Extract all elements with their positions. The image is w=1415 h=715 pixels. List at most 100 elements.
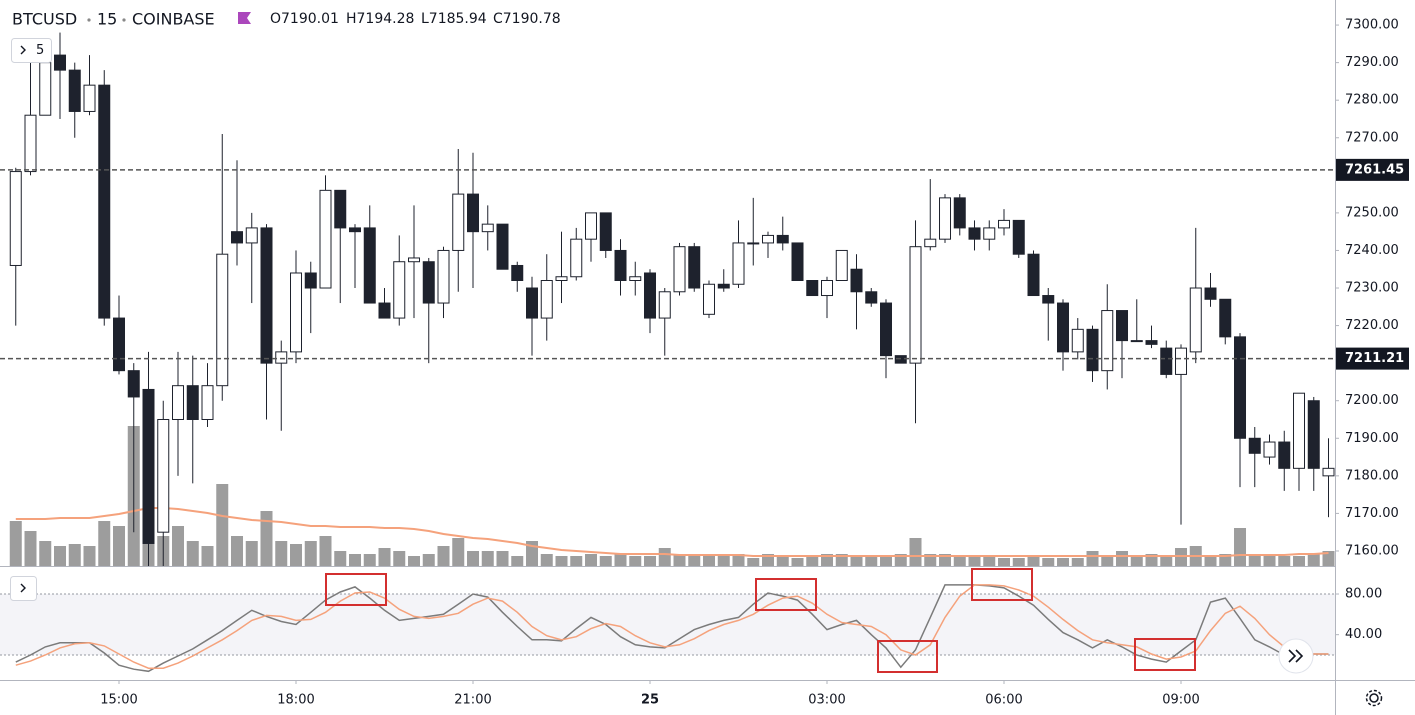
volume-bar bbox=[644, 556, 657, 566]
volume-bar bbox=[172, 526, 185, 566]
candle-body bbox=[673, 246, 686, 293]
stoch-line bbox=[15, 584, 1329, 673]
candle-body bbox=[39, 62, 52, 116]
highlight-box bbox=[755, 578, 817, 611]
candle-body bbox=[939, 197, 952, 240]
candle-body bbox=[201, 385, 214, 420]
candle-body bbox=[83, 84, 96, 112]
candle-body bbox=[1160, 347, 1173, 375]
y-tick-label: 7160.00 bbox=[1345, 543, 1399, 558]
candle-body bbox=[334, 189, 347, 229]
y-tick-label: 7220.00 bbox=[1345, 318, 1399, 333]
candle-body bbox=[1071, 328, 1084, 353]
volume-bar bbox=[39, 541, 52, 566]
candle-body bbox=[393, 261, 406, 319]
candle-body bbox=[319, 189, 332, 289]
volume-bar bbox=[688, 556, 701, 566]
volume-bar bbox=[865, 556, 878, 566]
volume-bar bbox=[1263, 554, 1276, 566]
volume-bar bbox=[378, 548, 391, 566]
volume-bar bbox=[319, 536, 332, 566]
price-level-label: 7211.21 bbox=[1345, 351, 1404, 366]
candle-body bbox=[526, 287, 539, 319]
volume-bar bbox=[201, 546, 214, 566]
candle-body bbox=[1234, 336, 1247, 439]
candle-body bbox=[1042, 295, 1055, 304]
y-tick-label: 7240.00 bbox=[1345, 243, 1399, 258]
candle-body bbox=[275, 351, 288, 364]
candle-body bbox=[216, 253, 229, 387]
candle-body bbox=[924, 238, 937, 248]
candle-body bbox=[467, 193, 480, 233]
candle-body bbox=[1219, 298, 1232, 338]
y-tick-label: 40.00 bbox=[1345, 627, 1382, 642]
ohlc-high: H7194.28 bbox=[346, 11, 414, 27]
volume-bar bbox=[393, 551, 406, 566]
volume-bar bbox=[437, 546, 450, 566]
volume-bar bbox=[1027, 556, 1040, 566]
volume-bar bbox=[1042, 558, 1055, 566]
candle-body bbox=[157, 418, 170, 533]
settings-gear[interactable] bbox=[1365, 689, 1383, 707]
y-tick-label: 7270.00 bbox=[1345, 130, 1399, 145]
band-fill bbox=[0, 594, 1335, 655]
volume-bar bbox=[98, 521, 111, 566]
volume-bar bbox=[880, 556, 893, 566]
candle-body bbox=[1248, 437, 1261, 454]
volume-bar bbox=[747, 558, 760, 566]
candle-body bbox=[349, 227, 362, 233]
volume-bar bbox=[673, 554, 686, 566]
volume-bar bbox=[290, 544, 303, 566]
x-tick-label: 18:00 bbox=[277, 693, 314, 708]
volume-bar bbox=[1248, 556, 1261, 566]
candle-body bbox=[540, 280, 553, 319]
separator bbox=[87, 18, 91, 22]
volume-bar bbox=[599, 556, 612, 566]
candle-body bbox=[1293, 392, 1306, 469]
volume-bar bbox=[467, 551, 480, 566]
candle-body bbox=[172, 385, 185, 420]
candle-body bbox=[481, 223, 494, 233]
candle-body bbox=[953, 197, 966, 229]
indicators-toggle[interactable]: 5 bbox=[11, 38, 52, 63]
scroll-to-end[interactable] bbox=[1278, 638, 1314, 674]
candle-body bbox=[452, 193, 465, 251]
price-level-tag bbox=[1336, 158, 1409, 181]
volume-bar bbox=[614, 554, 627, 566]
candle-body bbox=[186, 385, 199, 420]
candle-body bbox=[909, 246, 922, 364]
volume-bar bbox=[791, 558, 804, 566]
y-tick-label: 7300.00 bbox=[1345, 18, 1399, 33]
volume-bar bbox=[83, 546, 96, 566]
candle-body bbox=[113, 317, 126, 372]
candle-body bbox=[1086, 328, 1099, 372]
candle-body bbox=[703, 283, 716, 315]
volume-bar bbox=[9, 521, 22, 566]
stoch-toggle[interactable] bbox=[10, 576, 37, 601]
volume-bar bbox=[304, 541, 317, 566]
candle-body bbox=[1027, 253, 1040, 297]
volume-ma-line bbox=[15, 507, 1329, 557]
candle-body bbox=[1145, 340, 1158, 345]
candle-body bbox=[1307, 400, 1320, 469]
candle-body bbox=[68, 69, 81, 112]
candle-body bbox=[1189, 287, 1202, 353]
interval: 15 bbox=[97, 10, 117, 29]
candle-body bbox=[1204, 287, 1217, 300]
candle-body bbox=[998, 219, 1011, 229]
candle-body bbox=[304, 272, 317, 289]
candle-body bbox=[1116, 310, 1129, 342]
volume-bar bbox=[1278, 556, 1291, 566]
candle-body bbox=[260, 227, 273, 364]
volume-bar bbox=[334, 551, 347, 566]
highlight-box bbox=[877, 640, 938, 673]
separator bbox=[122, 18, 126, 22]
candle-body bbox=[1263, 441, 1276, 458]
candle-body bbox=[290, 272, 303, 353]
flag-icon[interactable] bbox=[238, 12, 251, 24]
candle-body bbox=[821, 280, 834, 297]
volume-bar bbox=[585, 554, 598, 566]
symbol: BTCUSD bbox=[12, 10, 77, 29]
candle-body bbox=[1175, 347, 1188, 375]
x-tick-label: 25 bbox=[641, 693, 659, 708]
